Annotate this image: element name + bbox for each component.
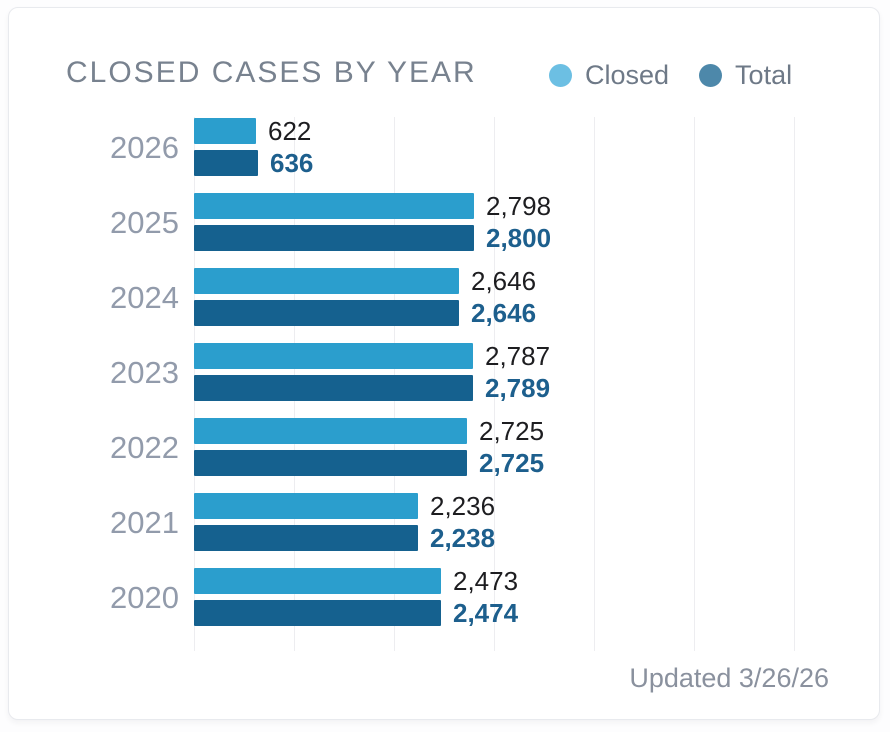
value-total-2021: 2,238 <box>430 522 496 553</box>
chart-row-2023: 2023 2,787 2,789 <box>110 336 884 411</box>
chart-row-2020: 2020 2,473 2,474 <box>110 561 884 636</box>
bar-line-total-2020: 2,474 <box>194 597 884 628</box>
bar-line-total-2025: 2,800 <box>194 222 884 253</box>
updated-timestamp: Updated 3/26/26 <box>629 663 829 693</box>
bar-closed-2024 <box>194 268 459 294</box>
bar-total-2024 <box>194 300 459 326</box>
bar-total-2025 <box>194 225 474 251</box>
legend-total-label: Total <box>735 60 793 90</box>
year-label-2024: 2024 <box>110 280 179 315</box>
year-label-2026: 2026 <box>110 130 179 165</box>
value-closed-2024: 2,646 <box>471 265 537 296</box>
chart-title: CLOSED CASES BY YEAR <box>66 56 477 89</box>
value-closed-2026: 622 <box>268 115 312 146</box>
bar-closed-2022 <box>194 418 467 444</box>
year-label-2021: 2021 <box>110 505 179 540</box>
legend-total-dot-icon <box>699 64 723 87</box>
legend-closed-label: Closed <box>585 60 670 90</box>
bar-line-closed-2022: 2,725 <box>194 415 884 446</box>
value-closed-2025: 2,798 <box>486 190 552 221</box>
value-total-2022: 2,725 <box>479 447 545 478</box>
value-closed-2022: 2,725 <box>479 415 545 446</box>
chart-row-2021: 2021 2,236 2,238 <box>110 486 884 561</box>
value-closed-2023: 2,787 <box>485 340 551 371</box>
bar-line-total-2022: 2,725 <box>194 447 884 478</box>
plot-area: 2026 622 636 2025 2,798 2,800 2024 2,646 2,646 20… <box>110 111 884 651</box>
bar-total-2023 <box>194 375 473 401</box>
bar-line-closed-2026: 622 <box>194 115 884 146</box>
value-total-2023: 2,789 <box>485 372 551 403</box>
value-total-2026: 636 <box>270 147 314 178</box>
year-label-2025: 2025 <box>110 205 179 240</box>
bar-closed-2026 <box>194 118 256 144</box>
bar-closed-2025 <box>194 193 474 219</box>
bar-total-2022 <box>194 450 467 476</box>
chart-row-2025: 2025 2,798 2,800 <box>110 186 884 261</box>
legend-item-total[interactable]: Total <box>699 60 792 91</box>
value-closed-2021: 2,236 <box>430 490 496 521</box>
chart-row-2026: 2026 622 636 <box>110 111 884 186</box>
bar-line-closed-2020: 2,473 <box>194 565 884 596</box>
value-total-2025: 2,800 <box>486 222 552 253</box>
bar-total-2020 <box>194 600 441 626</box>
year-label-2022: 2022 <box>110 430 179 465</box>
legend-item-closed[interactable]: Closed <box>549 60 669 91</box>
bar-rows: 2026 622 636 2025 2,798 2,800 2024 2,646 2,646 20… <box>110 111 884 636</box>
value-closed-2020: 2,473 <box>453 565 519 596</box>
bar-line-closed-2025: 2,798 <box>194 190 884 221</box>
year-label-2023: 2023 <box>110 355 179 390</box>
bar-total-2026 <box>194 150 258 176</box>
legend-closed-dot-icon <box>549 64 572 87</box>
value-total-2024: 2,646 <box>471 297 537 328</box>
value-total-2020: 2,474 <box>453 597 519 628</box>
chart-card: CLOSED CASES BY YEAR Closed Total 2026 62… <box>8 7 880 720</box>
bar-line-closed-2021: 2,236 <box>194 490 884 521</box>
chart-row-2022: 2022 2,725 2,725 <box>110 411 884 486</box>
year-label-2020: 2020 <box>110 580 179 615</box>
bar-line-total-2026: 636 <box>194 147 884 178</box>
bar-line-closed-2024: 2,646 <box>194 265 884 296</box>
bar-closed-2023 <box>194 343 473 369</box>
bar-line-closed-2023: 2,787 <box>194 340 884 371</box>
legend: Closed Total <box>549 60 792 91</box>
bar-line-total-2023: 2,789 <box>194 372 884 403</box>
chart-row-2024: 2024 2,646 2,646 <box>110 261 884 336</box>
bar-closed-2020 <box>194 568 441 594</box>
bar-closed-2021 <box>194 493 418 519</box>
bar-total-2021 <box>194 525 418 551</box>
bar-line-total-2021: 2,238 <box>194 522 884 553</box>
bar-line-total-2024: 2,646 <box>194 297 884 328</box>
